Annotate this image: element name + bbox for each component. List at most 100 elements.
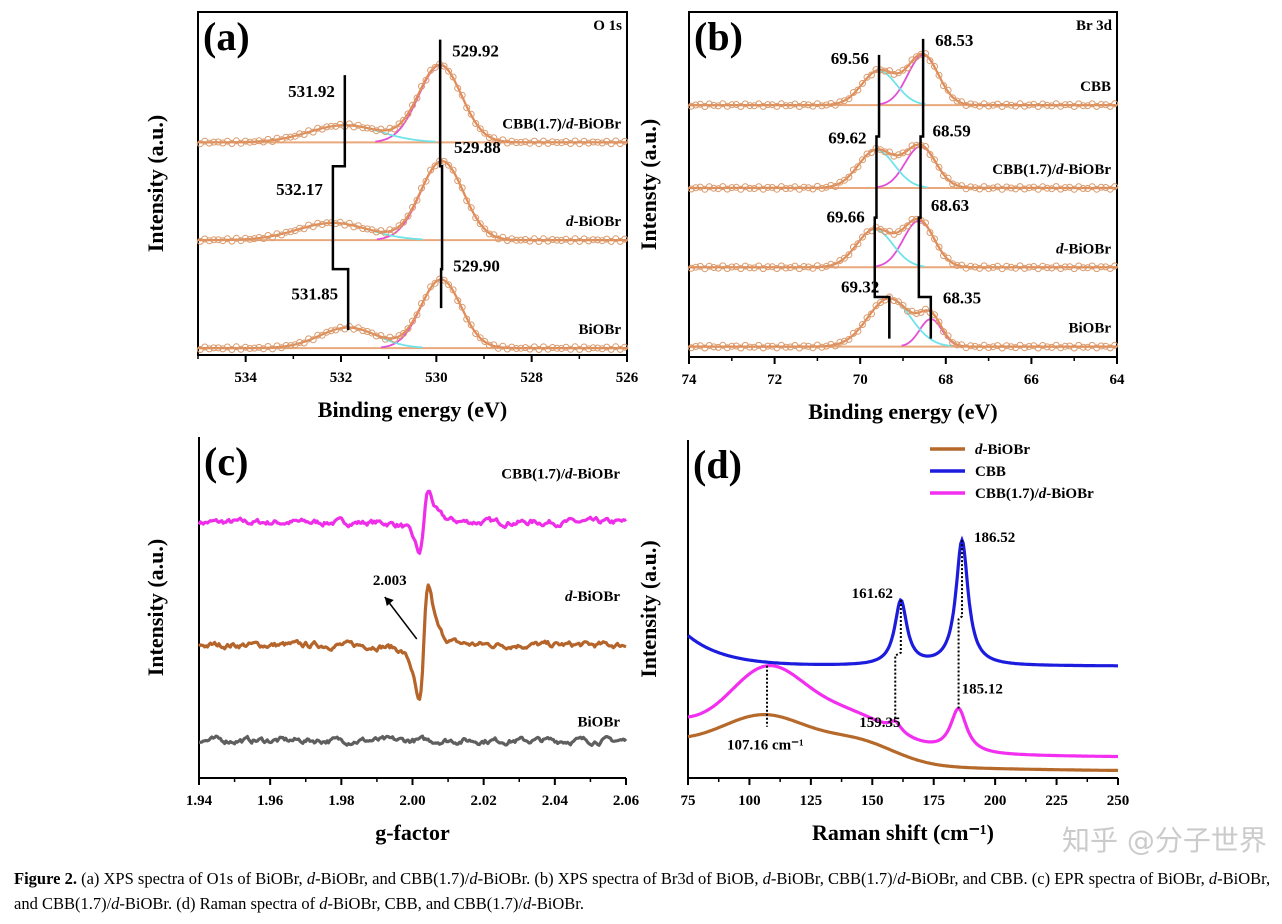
data-point — [390, 125, 398, 133]
data-point — [989, 343, 997, 351]
data-point — [454, 84, 462, 92]
data-point — [422, 293, 430, 301]
peak-label: 159.35 — [859, 715, 900, 731]
data-point — [512, 139, 520, 147]
data-point — [786, 264, 794, 272]
data-point — [1102, 184, 1110, 191]
data-point — [732, 263, 740, 271]
data-point — [436, 275, 444, 283]
data-point — [953, 97, 961, 105]
data-point — [562, 343, 570, 351]
data-point — [1052, 262, 1060, 270]
data-point — [827, 340, 835, 348]
data-point — [409, 317, 416, 325]
peak-label: 531.85 — [291, 285, 338, 304]
x-tick-label: 532 — [330, 370, 353, 386]
data-point — [863, 150, 871, 158]
data-point — [1025, 101, 1033, 109]
plot-frame — [197, 11, 628, 356]
data-point — [714, 264, 722, 272]
data-point — [503, 237, 511, 244]
data-point — [859, 79, 866, 87]
x-tick-label: 72 — [767, 372, 782, 388]
data-point — [481, 129, 489, 137]
data-point — [485, 134, 493, 141]
data-point — [309, 223, 317, 231]
data-point — [890, 297, 898, 305]
data-point — [463, 315, 471, 323]
data-point — [354, 324, 362, 332]
data-point — [958, 98, 966, 106]
peak-label: 532.17 — [276, 180, 323, 199]
data-point — [472, 330, 480, 337]
x-tick-label: 530 — [425, 370, 448, 386]
data-point — [1048, 264, 1056, 272]
data-point — [994, 342, 1002, 350]
data-point — [809, 102, 817, 110]
data-point — [368, 125, 376, 133]
data-point — [1066, 101, 1074, 108]
data-point — [512, 236, 520, 244]
core-level-label: O 1s — [593, 18, 622, 34]
data-point — [476, 334, 484, 342]
data-point — [1012, 264, 1020, 272]
data-point — [255, 137, 263, 145]
data-point — [908, 56, 916, 64]
data-point — [732, 101, 740, 108]
data-point — [196, 346, 204, 353]
data-point — [246, 138, 254, 146]
peak-label: 68.35 — [943, 289, 981, 308]
data-point — [949, 94, 957, 102]
data-point — [196, 237, 204, 245]
panel-label: (b) — [694, 14, 743, 59]
data-point — [1106, 185, 1114, 193]
data-point — [886, 227, 893, 235]
data-point — [836, 98, 844, 106]
data-point — [692, 343, 700, 350]
data-point — [863, 228, 871, 236]
data-point — [926, 151, 934, 158]
x-tick-label: 1.94 — [186, 793, 213, 809]
data-point — [804, 263, 812, 271]
x-tick-label: 534 — [234, 370, 257, 386]
data-point — [1061, 184, 1069, 192]
data-point — [994, 100, 1002, 108]
data-point — [472, 214, 480, 222]
data-point — [692, 101, 700, 109]
x-tick-label: 70 — [853, 372, 868, 388]
arrow-head-icon — [384, 597, 394, 607]
data-point — [732, 342, 740, 350]
data-point — [558, 345, 565, 352]
data-point — [768, 101, 776, 109]
data-point — [422, 177, 430, 185]
data-point — [773, 102, 781, 110]
peak-label: 68.53 — [935, 31, 973, 50]
series-label: BiOBr — [1068, 321, 1111, 337]
data-point — [508, 137, 516, 145]
panel-label: (a) — [203, 14, 250, 59]
data-point — [755, 183, 763, 191]
data-point — [967, 262, 975, 270]
data-point — [764, 101, 772, 109]
data-point — [585, 345, 593, 353]
data-point — [589, 138, 597, 146]
data-point — [809, 264, 817, 272]
data-point — [877, 66, 884, 74]
data-point — [278, 344, 285, 352]
panel-b: 74 72 70 68 66 64 — [682, 11, 1125, 388]
data-point — [512, 345, 520, 352]
data-point — [255, 234, 263, 241]
data-point — [1097, 101, 1105, 108]
data-point — [1084, 264, 1092, 272]
data-point — [205, 237, 213, 245]
series-label: d-BiOBr — [566, 214, 621, 230]
data-point — [521, 138, 529, 146]
data-point — [345, 219, 353, 227]
data-point — [818, 264, 826, 272]
data-point — [687, 102, 695, 110]
data-point — [773, 265, 781, 272]
data-point — [750, 264, 758, 272]
data-point — [755, 100, 763, 108]
data-point — [719, 341, 727, 349]
data-point — [309, 128, 317, 136]
